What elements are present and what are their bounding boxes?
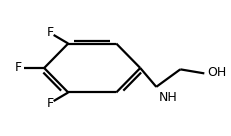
Text: F: F	[15, 61, 22, 75]
Text: F: F	[46, 26, 53, 39]
Text: F: F	[46, 97, 53, 110]
Text: NH: NH	[158, 91, 176, 104]
Text: OH: OH	[207, 66, 226, 79]
